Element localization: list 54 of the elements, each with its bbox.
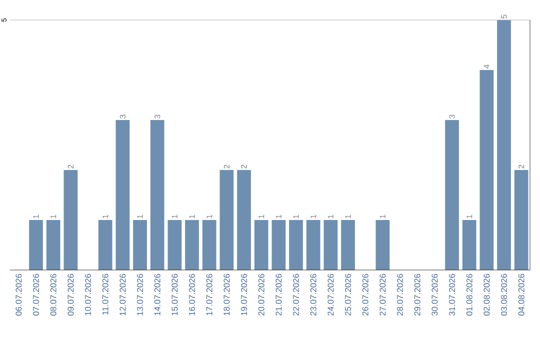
bar — [29, 220, 43, 270]
x-tick-label: 04.08.2026 — [518, 274, 524, 316]
x-tick-label: 30.07.2026 — [432, 274, 438, 316]
x-tick-label: 16.07.2026 — [189, 274, 195, 316]
x-tick-label: 28.07.2026 — [397, 274, 403, 316]
bar — [462, 220, 476, 270]
bar — [254, 220, 268, 270]
bar — [514, 170, 528, 270]
bar — [306, 220, 320, 270]
x-tick-label: 02.08.2026 — [484, 274, 490, 316]
x-tick-label: 11.07.2026 — [102, 274, 108, 315]
x-tick-label: 25.07.2026 — [345, 274, 351, 316]
bar — [289, 220, 303, 270]
x-tick-label: 15.07.2026 — [172, 274, 178, 316]
x-tick-label: 07.07.2026 — [33, 274, 39, 316]
x-tick-label: 09.07.2026 — [68, 274, 74, 316]
bar — [202, 220, 216, 270]
bar — [341, 220, 355, 270]
bar — [46, 220, 60, 270]
x-tick-label: 21.07.2026 — [276, 274, 282, 316]
bar — [480, 70, 494, 270]
x-tick-label: 01.08.2026 — [466, 274, 472, 316]
bar — [185, 220, 199, 270]
x-tick-label: 26.07.2026 — [362, 274, 368, 316]
x-tick-label: 22.07.2026 — [293, 274, 299, 316]
x-tick-label: 06.07.2026 — [16, 274, 22, 316]
x-tick-label: 29.07.2026 — [414, 274, 420, 316]
x-tick-label: 13.07.2026 — [137, 274, 143, 316]
bar — [116, 120, 130, 270]
bar — [64, 170, 78, 270]
bar — [497, 20, 511, 270]
bar — [133, 220, 147, 270]
x-tick-label: 14.07.2026 — [154, 274, 160, 316]
x-tick-label: 10.07.2026 — [85, 274, 91, 316]
x-tick-label: 19.07.2026 — [241, 274, 247, 316]
x-tick-label: 12.07.2026 — [120, 274, 126, 316]
bar — [376, 220, 390, 270]
x-tick-label: 27.07.2026 — [380, 274, 386, 316]
x-tick-label: 24.07.2026 — [328, 274, 334, 316]
bar — [168, 220, 182, 270]
x-tick-label: 08.07.2026 — [50, 274, 56, 316]
x-tick-label: 03.08.2026 — [501, 274, 507, 316]
bar — [220, 170, 234, 270]
bar — [150, 120, 164, 270]
bar — [98, 220, 112, 270]
x-tick-label: 17.07.2026 — [206, 274, 212, 316]
bar — [237, 170, 251, 270]
x-tick-label: 18.07.2026 — [224, 274, 230, 316]
x-tick-label: 31.07.2026 — [449, 274, 455, 316]
bar — [445, 120, 459, 270]
bar — [272, 220, 286, 270]
bar — [324, 220, 338, 270]
x-tick-label: 20.07.2026 — [258, 274, 264, 316]
x-tick-label: 23.07.2026 — [310, 274, 316, 316]
